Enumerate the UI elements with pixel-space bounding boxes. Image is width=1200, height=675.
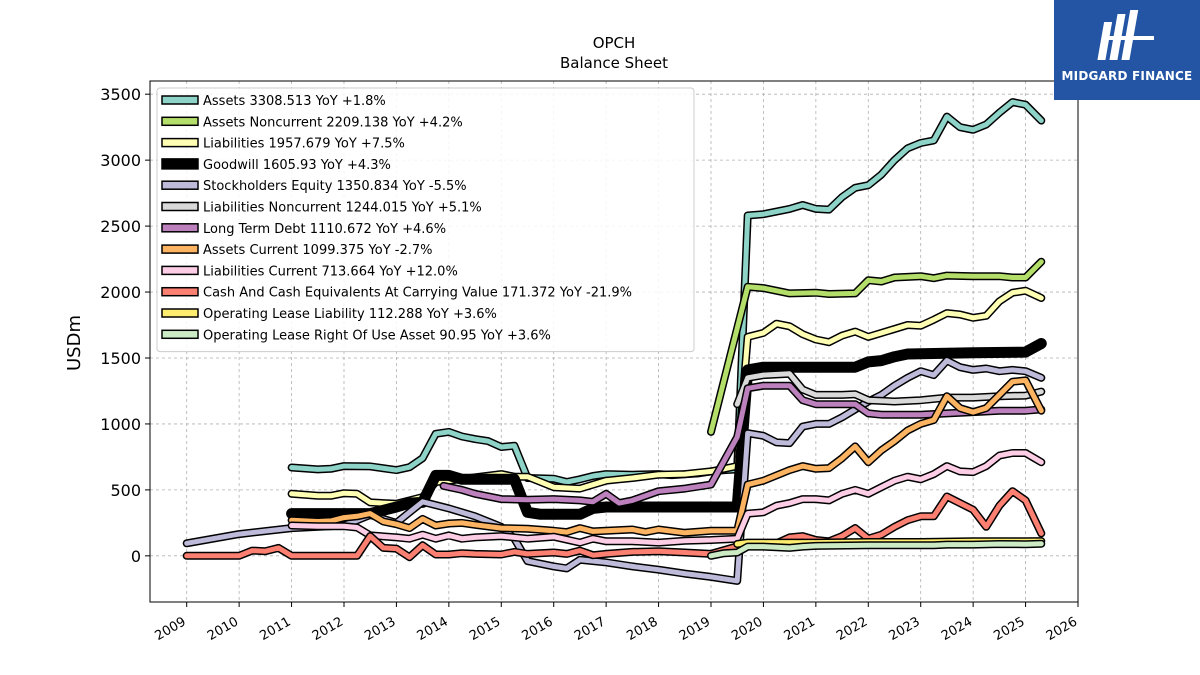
legend-label: Assets 3308.513 YoY +1.8% <box>203 94 386 109</box>
y-tick-label: 0 <box>131 547 141 566</box>
y-tick-label: 2000 <box>100 283 141 302</box>
y-tick-label: 1500 <box>100 349 141 368</box>
series-line <box>439 381 1046 508</box>
series-stroke <box>708 541 1044 559</box>
series-stroke <box>708 259 1044 435</box>
legend: Assets 3308.513 YoY +1.8% Assets Noncurre… <box>156 87 695 353</box>
legend-label: Long Term Debt 1110.672 YoY +4.6% <box>203 222 446 237</box>
legend-label: Assets Noncurrent 2209.138 YoY +4.2% <box>203 115 463 130</box>
y-axis-label: USDm <box>64 315 85 371</box>
legend-label: Operating Lease Right Of Use Asset 90.95… <box>203 328 551 343</box>
series-stroke <box>184 488 1044 560</box>
series-line <box>287 449 1046 547</box>
legend-swatch <box>161 223 199 233</box>
x-tick-label: 2010 <box>205 614 241 644</box>
y-tick-label: 500 <box>110 481 141 500</box>
series-line <box>287 376 1046 537</box>
series-line <box>707 257 1046 436</box>
series-line <box>182 487 1046 562</box>
series-stroke <box>734 371 1044 407</box>
legend-swatch <box>161 180 199 190</box>
legend-swatch <box>161 137 199 148</box>
x-tick-label: 2017 <box>572 614 608 644</box>
legend-swatch <box>161 286 199 297</box>
series-layer <box>182 98 1047 585</box>
y-tick-label: 3500 <box>100 85 141 104</box>
x-tick-label: 2018 <box>624 614 660 644</box>
chart-subtitle: Balance Sheet <box>560 54 668 72</box>
x-tick-label: 2025 <box>991 614 1027 644</box>
series-stroke <box>441 383 1044 506</box>
x-tick-label: 2014 <box>415 614 451 644</box>
x-tick-label: 2012 <box>310 614 346 644</box>
legend-swatch <box>161 244 199 254</box>
logo-text: MIDGARD FINANCE <box>1061 69 1193 83</box>
series-stroke <box>289 377 1044 536</box>
legend-swatch <box>161 116 199 127</box>
x-tick-label: 2026 <box>1044 614 1080 644</box>
chart-title: OPCH <box>593 34 636 52</box>
legend-swatch <box>161 158 199 170</box>
x-tick-label: 2015 <box>467 614 503 644</box>
brand-logo: MIDGARD FINANCE <box>1054 0 1200 100</box>
legend-label: Assets Current 1099.375 YoY -2.7% <box>203 243 433 258</box>
x-tick-label: 2016 <box>520 614 556 644</box>
legend-swatch <box>161 308 199 318</box>
legend-label: Cash And Cash Equivalents At Carrying Va… <box>203 286 632 301</box>
x-tick-label: 2023 <box>887 614 923 644</box>
legend-label: Liabilities Current 713.664 YoY +12.0% <box>203 264 458 279</box>
legend-label: Stockholders Equity 1350.834 YoY -5.5% <box>203 179 467 194</box>
legend-swatch <box>161 201 199 212</box>
x-tick-label: 2011 <box>257 614 293 644</box>
logo-mark-icon <box>1097 10 1154 60</box>
y-tick-label: 1000 <box>100 415 141 434</box>
series-line <box>707 539 1046 560</box>
x-tick-label: 2021 <box>782 614 818 644</box>
x-tick-label: 2020 <box>729 614 765 644</box>
legend-box <box>156 87 695 353</box>
plot-frame <box>149 80 1079 603</box>
series-stroke <box>289 450 1044 546</box>
x-tick-label: 2013 <box>362 614 398 644</box>
legend-label: Operating Lease Liability 112.288 YoY +3… <box>203 307 497 322</box>
legend-swatch <box>161 329 199 340</box>
legend-label: Liabilities Noncurrent 1244.015 YoY +5.1… <box>203 201 482 216</box>
x-tick-label: 2009 <box>153 614 189 644</box>
y-tick-label: 2500 <box>100 217 141 236</box>
legend-swatch <box>161 265 199 276</box>
legend-label: Goodwill 1605.93 YoY +4.3% <box>203 158 391 173</box>
y-tick-label: 3000 <box>100 151 141 170</box>
x-tick-label: 2019 <box>677 614 713 644</box>
legend-swatch <box>161 95 199 105</box>
x-tick-label: 2024 <box>939 614 975 644</box>
x-tick-label: 2022 <box>834 614 870 644</box>
legend-label: Liabilities 1957.679 YoY +7.5% <box>203 137 405 152</box>
series-line <box>733 369 1046 409</box>
